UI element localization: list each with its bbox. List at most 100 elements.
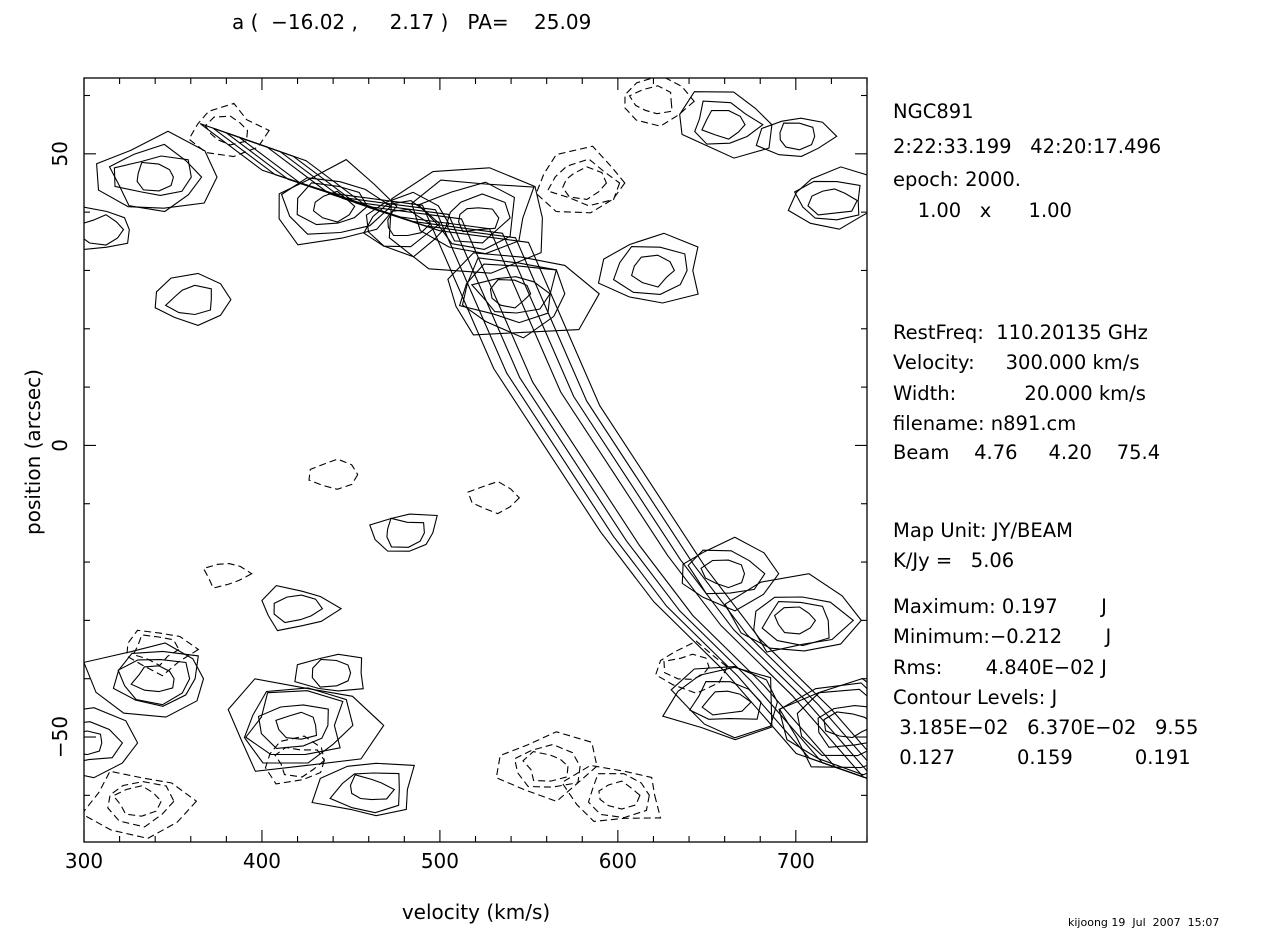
y-tick-label: −50 [48, 716, 72, 758]
contour-positive [447, 252, 600, 336]
contour-positive [661, 666, 773, 741]
contour-positive [778, 682, 867, 769]
y-axis-label: position (arcsec) [21, 369, 45, 535]
contour-positive [280, 177, 392, 235]
map-unit: Map Unit: JY/BEAM [893, 519, 1073, 542]
contour-negative [204, 115, 249, 146]
contour-positive [778, 677, 867, 776]
contour-positive [261, 584, 343, 632]
contour-negative [495, 731, 598, 803]
contour-positive [349, 774, 396, 801]
contour-positive [411, 179, 535, 255]
contour-positive [489, 279, 532, 309]
contour-positive [273, 594, 324, 624]
minimum: Minimum:−0.212 J [893, 625, 1112, 648]
contour-positive [755, 117, 838, 157]
contour-positive [773, 606, 817, 635]
contour-negative [126, 629, 200, 677]
contour-positive [796, 688, 867, 757]
contour-ridge [212, 127, 867, 779]
contour-positive [597, 232, 699, 304]
contour-positive [688, 681, 762, 720]
contour-negative [513, 743, 581, 788]
contour-positive [823, 711, 867, 739]
contour-positive [130, 665, 175, 693]
contour-negative [274, 746, 326, 778]
contour-positive [753, 596, 855, 653]
contour-positive [807, 188, 858, 216]
rest-frequency: RestFreq: 110.20135 GHz [893, 321, 1148, 344]
contour-positive [136, 161, 174, 192]
contour-positive [701, 690, 752, 716]
contour-positive [630, 254, 676, 288]
contour-negative [202, 563, 253, 589]
rms: Rms: 4.840E−02 J [893, 656, 1107, 679]
contour-positive [108, 143, 203, 213]
velocity-info: Velocity: 300.000 km/s [893, 351, 1140, 374]
y-tick-label: 0 [48, 439, 72, 452]
contour-positive [687, 549, 766, 595]
contour-positive [363, 200, 441, 248]
contour-levels-row2: 0.127 0.159 0.191 [893, 746, 1191, 769]
contour-negative [546, 158, 621, 207]
contour-positive [329, 772, 400, 814]
contour-positive [227, 678, 385, 772]
contour-positive [701, 109, 746, 140]
contour-positive [84, 707, 139, 779]
contour-positive [243, 687, 354, 764]
contour-positive [787, 166, 867, 230]
contour-positive [275, 711, 318, 740]
contour-negative [598, 780, 641, 810]
contour-negative [663, 653, 710, 680]
contour-positive [278, 158, 398, 246]
contour-positive [84, 730, 103, 756]
contour-positive [294, 653, 364, 692]
contour-negative [112, 785, 162, 817]
contour-positive [117, 659, 191, 706]
axis-ticks [83, 78, 868, 842]
plot-frame [83, 77, 868, 843]
contour-positive [257, 704, 329, 749]
contour-positive [96, 130, 218, 209]
contour-negative [107, 781, 175, 828]
contour-positive [670, 666, 778, 739]
contour-positive [694, 100, 764, 145]
x-axis-label: velocity (km/s) [402, 900, 550, 924]
width-info: Width: 20.000 km/s [893, 382, 1146, 405]
contour-positive [113, 155, 192, 196]
contour-positive [679, 91, 773, 159]
contour-positive [779, 122, 816, 151]
contour-negative [561, 764, 662, 822]
contour-negative [132, 634, 180, 667]
x-tick-label: 400 [243, 849, 281, 873]
x-tick-label: 300 [65, 849, 103, 873]
contour-positive [112, 650, 199, 707]
footer-stamp: kijoong 19 Jul 2007 15:07 [1068, 916, 1220, 929]
beam-info: Beam 4.76 4.20 75.4 [893, 441, 1161, 464]
contour-lines [84, 78, 867, 839]
contour-positive [445, 193, 511, 244]
contour-positive [245, 690, 344, 756]
contour-negative [84, 770, 198, 839]
maximum: Maximum: 0.197 J [893, 595, 1107, 618]
contour-negative [308, 458, 359, 490]
contour-positive [311, 762, 416, 817]
contour-positive [84, 642, 205, 718]
contour-negative [522, 751, 569, 782]
x-tick-label: 500 [421, 849, 459, 873]
contour-positive [417, 181, 515, 250]
x-tick-label: 600 [599, 849, 637, 873]
contour-positive [386, 517, 425, 548]
contour-positive [296, 182, 369, 226]
contour-positive [312, 190, 356, 223]
contour-positive [84, 214, 125, 246]
contour-positive [84, 721, 124, 762]
contour-positive [84, 206, 130, 251]
contour-positive [311, 658, 352, 688]
source-name: NGC891 [893, 100, 974, 123]
contour-positive [154, 272, 232, 326]
contour-positive [387, 208, 432, 237]
contour-negative [188, 102, 270, 158]
contour-positive [724, 573, 863, 652]
contour-negative [628, 85, 673, 115]
